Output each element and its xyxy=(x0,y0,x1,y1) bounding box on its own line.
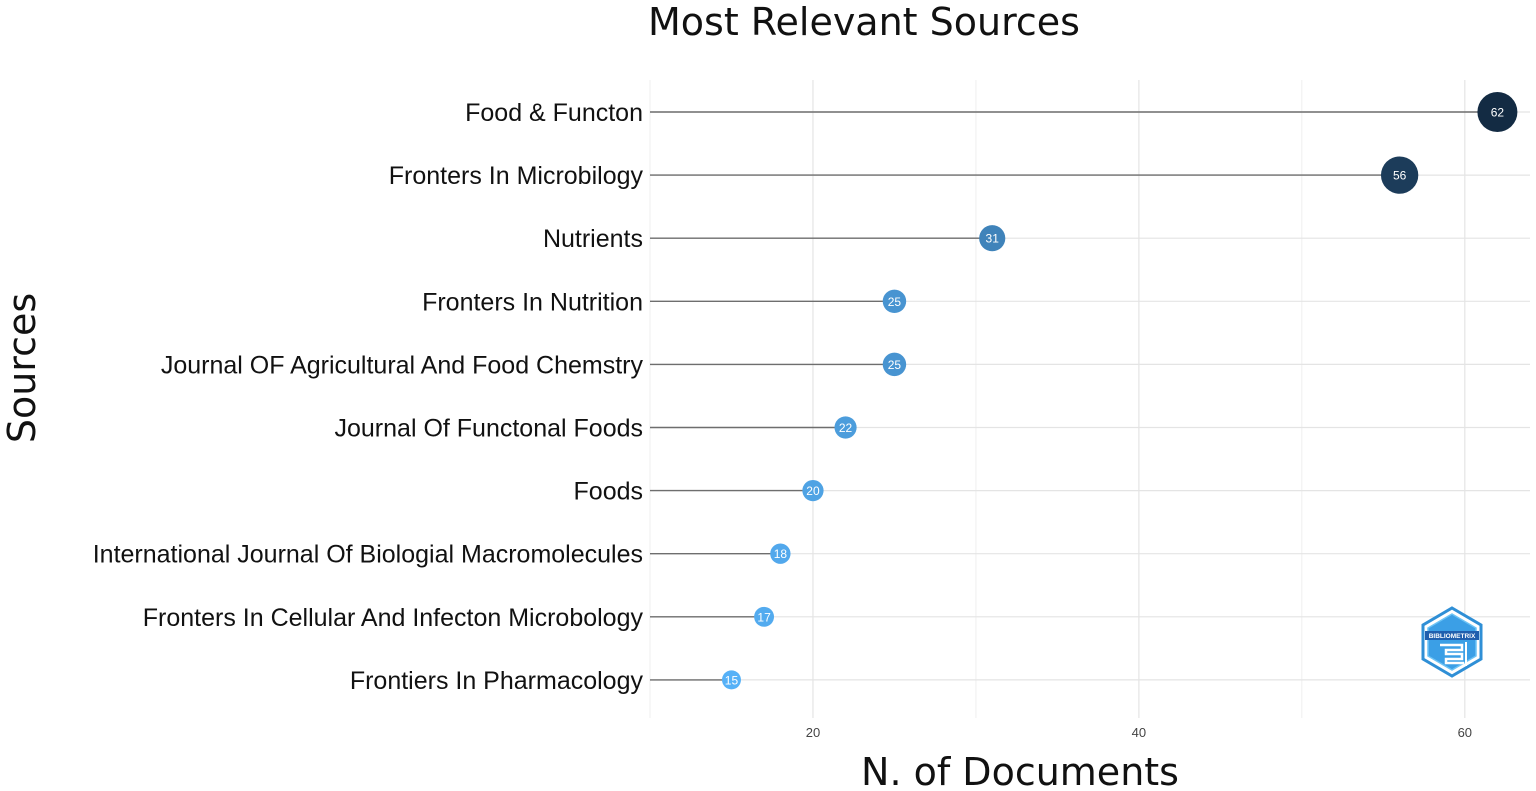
value-label: 22 xyxy=(839,421,853,435)
value-label: 31 xyxy=(986,232,1000,246)
lollipop-dot xyxy=(802,479,824,502)
value-label: 20 xyxy=(806,484,820,498)
chart-title: Most Relevant Sources xyxy=(648,0,1080,44)
value-label: 25 xyxy=(888,358,902,372)
lollipop-dot xyxy=(721,670,741,690)
category-label: Fronters In Microbilogy xyxy=(389,162,644,190)
lollipop-dot xyxy=(882,352,907,377)
lollipop-dot xyxy=(754,606,775,627)
x-axis-title: N. of Documents xyxy=(861,750,1179,791)
lollipop-dot xyxy=(882,289,907,314)
bibliometrix-logo: BIBLIOMETRIX xyxy=(1421,606,1483,678)
category-label: Food & Functon xyxy=(465,99,643,127)
x-tick-label: 40 xyxy=(1132,725,1146,740)
y-axis-title: Sources xyxy=(0,293,44,443)
value-label: 62 xyxy=(1491,106,1505,120)
value-label: 17 xyxy=(757,610,771,624)
lollipop-dot xyxy=(834,416,857,439)
value-label: 56 xyxy=(1393,169,1407,183)
value-label: 25 xyxy=(888,295,902,309)
category-label: International Journal Of Biologial Macro… xyxy=(93,541,643,569)
category-label: Journal OF Agricultural And Food Chemstr… xyxy=(161,351,644,379)
stems xyxy=(650,111,1498,681)
category-label: Fronters In Cellular And Infecton Microb… xyxy=(143,604,644,632)
x-tick-label: 60 xyxy=(1458,725,1472,740)
lollipop-dot xyxy=(1477,92,1518,132)
category-label: Nutrients xyxy=(543,225,643,253)
category-label: Foods xyxy=(574,478,643,506)
category-label: Fronters In Nutrition xyxy=(422,288,643,316)
value-label: 18 xyxy=(774,547,788,561)
logo-text: BIBLIOMETRIX xyxy=(1429,633,1476,640)
lollipop-dot xyxy=(979,225,1006,252)
dots: 62 56 31 25 25 22 20 18 17 15 xyxy=(721,92,1518,690)
lollipop-dot xyxy=(770,543,791,564)
category-label: Journal Of Functonal Foods xyxy=(335,415,644,443)
category-label: Frontiers In Pharmacology xyxy=(350,667,644,695)
category-labels: Food & Functon Fronters In Microbilogy Nut… xyxy=(93,99,644,695)
lollipop-dot xyxy=(1380,156,1419,194)
x-tick-labels: 20 40 60 xyxy=(806,725,1472,740)
x-tick-label: 20 xyxy=(806,725,820,740)
value-label: 15 xyxy=(725,673,739,687)
